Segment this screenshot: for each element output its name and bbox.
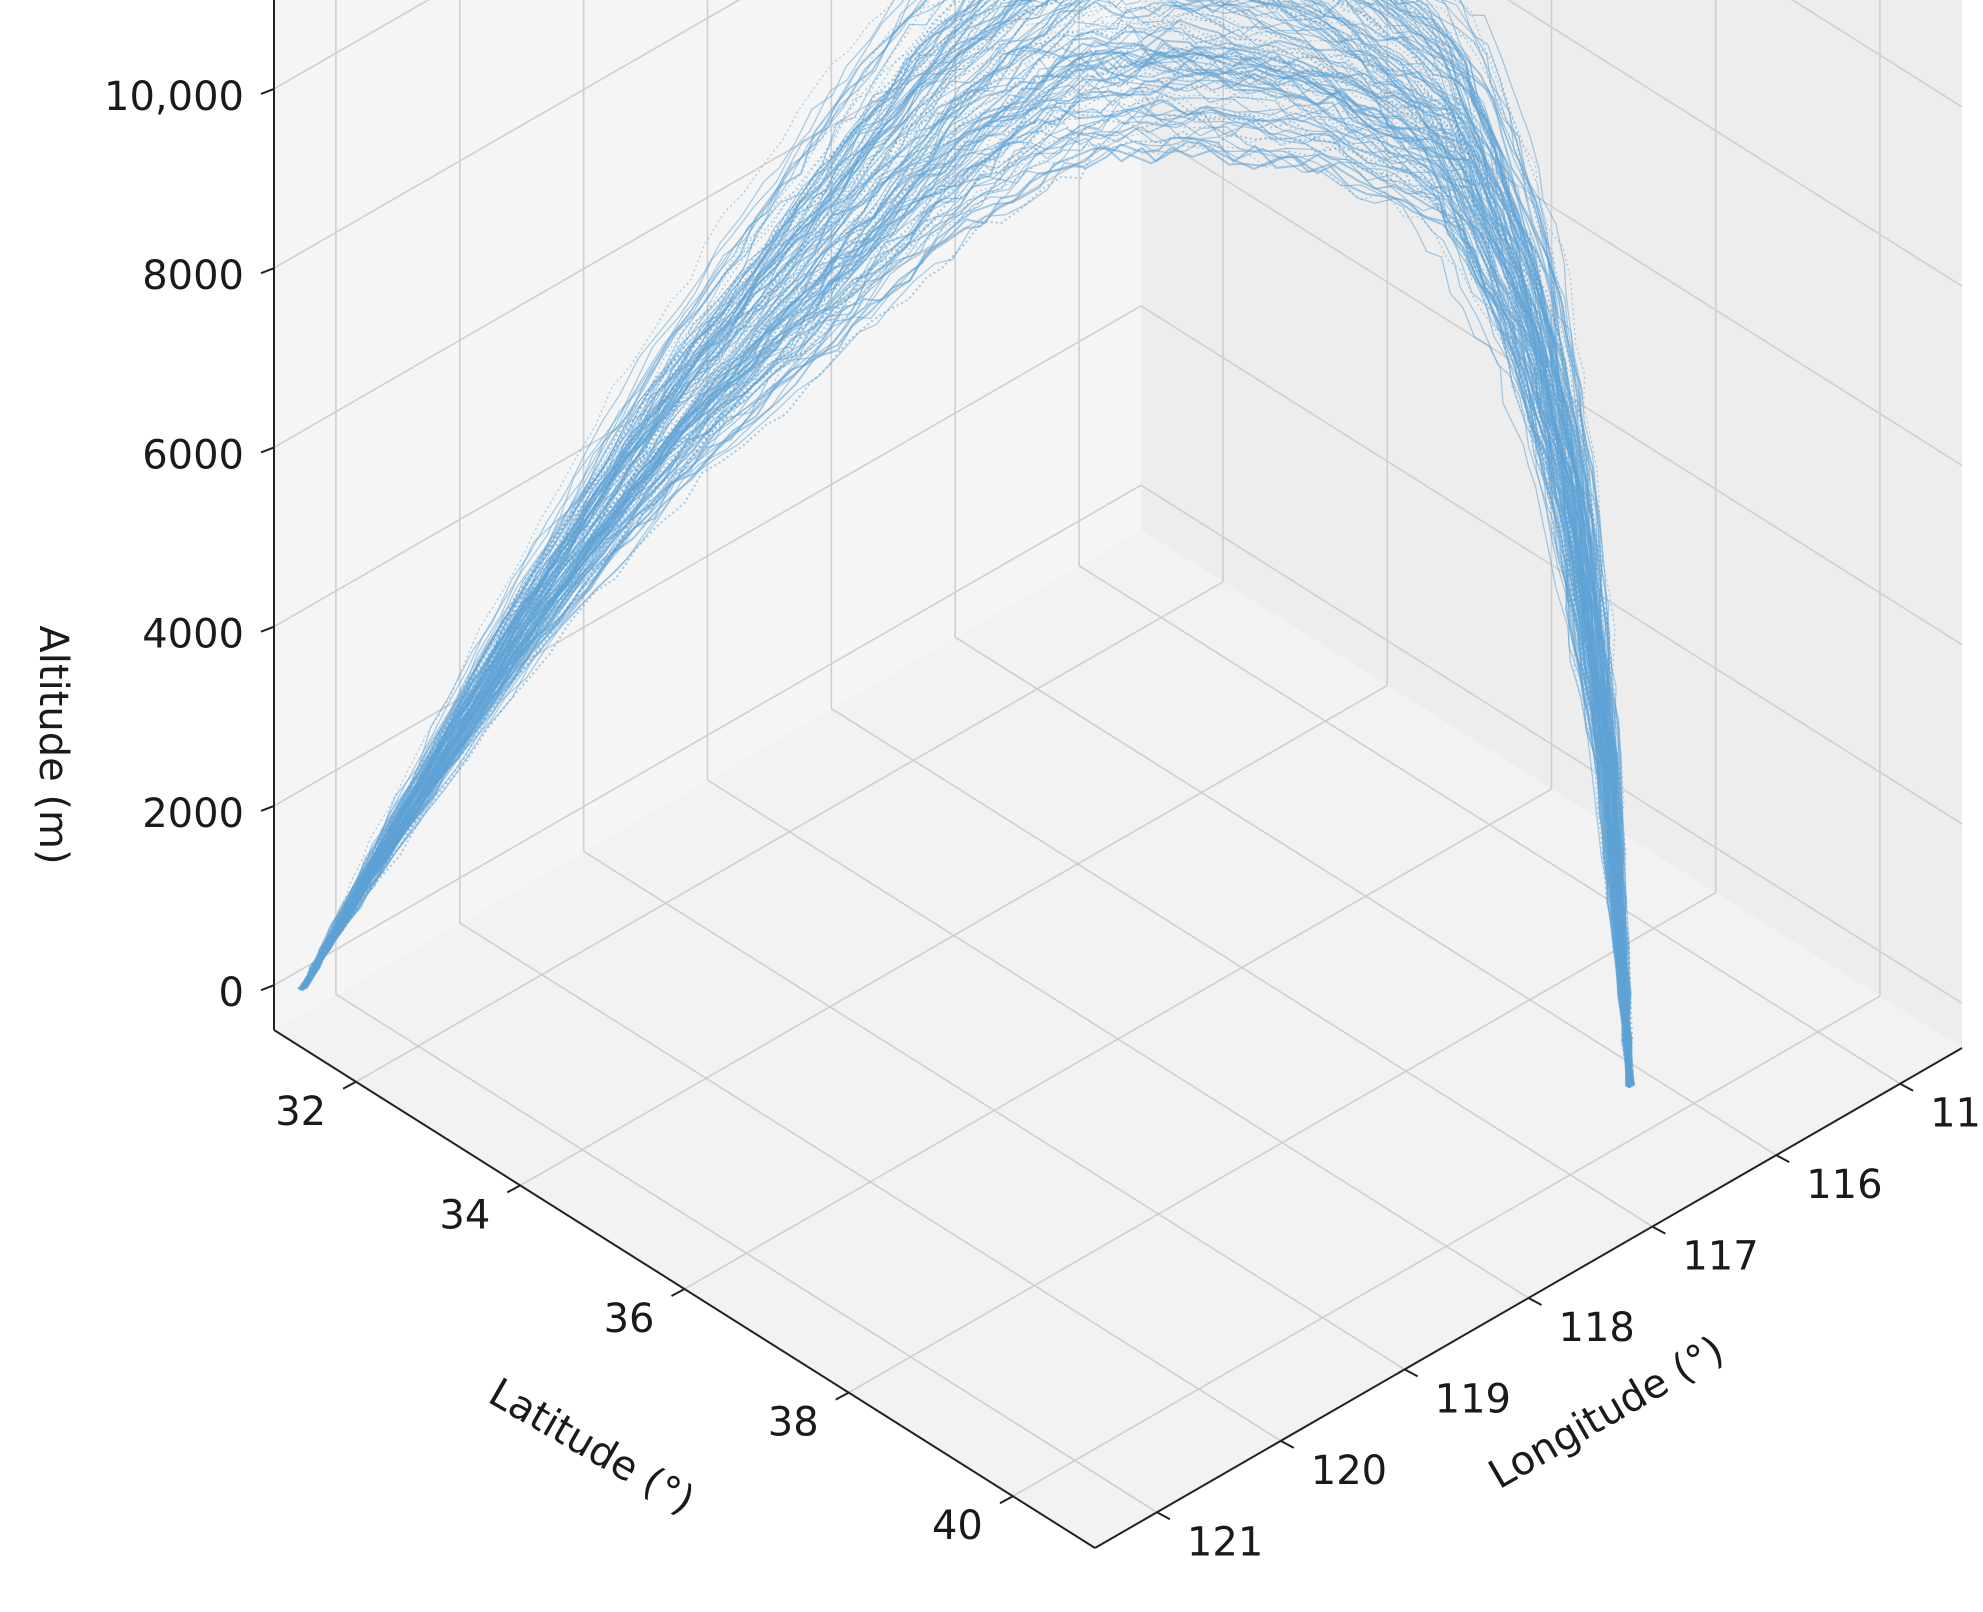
- grid-lines: [273, 0, 1963, 1513]
- tick-marks: [260, 87, 1914, 1521]
- grid-line-alt-right: [1506, 0, 1963, 287]
- longitude-tick: [1404, 1368, 1419, 1378]
- altitude-tick-label: 8000: [142, 253, 244, 299]
- trajectory-line: [304, 0, 1629, 1085]
- trajectory-line: [305, 0, 1630, 1086]
- trajectory-line: [301, 98, 1630, 1088]
- latitude-tick: [999, 1495, 1014, 1505]
- altitude-tick: [260, 984, 275, 992]
- trajectory-line: [302, 0, 1631, 1085]
- longitude-tick-label: 117: [1682, 1234, 1758, 1280]
- latitude-tick: [342, 1080, 357, 1090]
- altitude-tick-label: 4000: [142, 612, 244, 658]
- trajectory-line: [298, 0, 1635, 1085]
- trajectory-line: [304, 7, 1630, 1089]
- grid-line-alt-left: [273, 0, 741, 269]
- longitude-tick-label: 120: [1311, 1448, 1387, 1494]
- latitude-tick: [506, 1184, 521, 1194]
- grid-line-lon-floor: [830, 707, 1653, 1228]
- grid-line-lon-floor: [954, 636, 1777, 1156]
- altitude-tick-label: 10,000: [104, 74, 244, 120]
- grid-line-lon-floor: [707, 779, 1529, 1299]
- trajectory-line: [301, 136, 1632, 1087]
- x-axis-title: Latitude (°): [481, 1370, 702, 1524]
- longitude-tick-label: 115: [1930, 1091, 1983, 1137]
- latitude-tick: [835, 1391, 850, 1401]
- longitude-tick: [1528, 1297, 1542, 1306]
- longitude-tick: [1156, 1511, 1171, 1521]
- trajectory-line: [302, 0, 1635, 1086]
- grid-line-alt-left: [273, 0, 430, 90]
- z-axis-title: Altitude (m): [30, 625, 76, 864]
- trajectory-line: [300, 51, 1634, 1086]
- trajectory-line: [301, 97, 1628, 1087]
- longitude-tick: [1651, 1225, 1666, 1235]
- longitude-tick: [1899, 1082, 1914, 1092]
- altitude-tick-label: 2000: [142, 791, 244, 837]
- trajectory-line: [298, 0, 1631, 1085]
- trajectory-line: [297, 113, 1634, 1086]
- grid-line-alt-right: [1140, 484, 1963, 1004]
- trajectory-line: [303, 0, 1631, 1088]
- tick-labels: 32 34 36 38 40 115 116 117 118 119 120 121 0 2000 4000…: [104, 74, 1983, 1565]
- trajectory-line: [298, 0, 1635, 1086]
- trajectory-line: [302, 67, 1634, 1087]
- trajectory-line: [299, 0, 1635, 1087]
- altitude-tick-label: 0: [219, 970, 244, 1016]
- longitude-tick-label: 118: [1559, 1305, 1635, 1351]
- altitude-tick: [260, 267, 275, 275]
- y-axis-title: Longitude (°): [1481, 1327, 1732, 1498]
- grid-line-alt-left: [273, 305, 1142, 807]
- grid-line-lon-floor: [1078, 565, 1901, 1085]
- altitude-tick: [260, 804, 275, 812]
- grid-line-lon-floor: [335, 993, 1158, 1513]
- trajectory-line: [304, 146, 1631, 1088]
- axis-panes: [274, 0, 1962, 1548]
- latitude-tick-label: 34: [439, 1192, 490, 1238]
- trajectory-line: [300, 99, 1631, 1086]
- altitude-tick-label: 6000: [142, 432, 244, 478]
- trajectory-line: [305, 0, 1630, 1088]
- grid-line-alt-left: [273, 484, 1142, 986]
- latitude-tick: [671, 1288, 685, 1297]
- trajectory-line: [302, 0, 1634, 1085]
- trajectory-line: [299, 45, 1633, 1087]
- longitude-tick-label: 119: [1435, 1376, 1511, 1422]
- longitude-tick: [1775, 1154, 1790, 1164]
- latitude-tick-label: 36: [604, 1296, 655, 1342]
- longitude-tick-label: 116: [1806, 1162, 1882, 1208]
- grid-line-lon-floor: [583, 850, 1406, 1371]
- grid-line-alt-right: [1791, 0, 1963, 108]
- grid-line-lon-floor: [459, 922, 1282, 1442]
- latitude-tick-label: 40: [932, 1503, 983, 1549]
- altitude-tick: [260, 446, 275, 454]
- longitude-tick: [1280, 1439, 1295, 1449]
- altitude-tick: [260, 625, 275, 633]
- longitude-tick-label: 121: [1187, 1519, 1263, 1565]
- trajectory-line: [304, 0, 1631, 1087]
- latitude-tick-label: 32: [275, 1089, 326, 1135]
- grid-line-alt-left: [273, 0, 1052, 449]
- trajectory-line: [301, 129, 1633, 1087]
- latitude-tick-label: 38: [768, 1400, 819, 1446]
- flight-trajectories: [297, 0, 1636, 1089]
- altitude-tick: [260, 87, 275, 95]
